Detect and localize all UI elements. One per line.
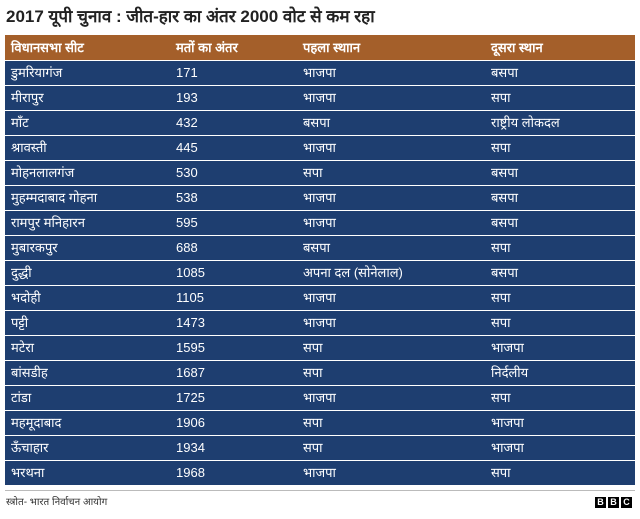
table-row: ऊँचाहार 1934 सपा भाजपा bbox=[5, 435, 635, 460]
table-row: भदोही 1105 भाजपा सपा bbox=[5, 285, 635, 310]
winner-cell: बसपा bbox=[303, 115, 330, 130]
runner-up-cell: बसपा bbox=[491, 215, 518, 230]
margin-cell: 1906 bbox=[176, 415, 205, 430]
margin-cell: 688 bbox=[176, 240, 198, 255]
runner-up-cell: सपा bbox=[491, 315, 511, 330]
runner-up-cell: सपा bbox=[491, 465, 511, 480]
runner-up-cell: सपा bbox=[491, 140, 511, 155]
table-row: मीरापुर 193 भाजपा सपा bbox=[5, 85, 635, 110]
winner-cell: भाजपा bbox=[303, 190, 336, 205]
constituency-cell: ऊँचाहार bbox=[11, 440, 49, 455]
margin-cell: 1725 bbox=[176, 390, 205, 405]
constituency-cell: डुमरियागंज bbox=[11, 65, 63, 80]
runner-up-cell: राष्ट्रीय लोकदल bbox=[491, 115, 560, 130]
constituency-cell: भदोही bbox=[11, 290, 41, 305]
bbc-logo-letter: C bbox=[621, 497, 632, 508]
margin-cell: 1595 bbox=[176, 340, 205, 355]
table-row: मटेरा 1595 सपा भाजपा bbox=[5, 335, 635, 360]
header-runner-up: दूसरा स्थान bbox=[491, 40, 543, 55]
constituency-cell: टांडा bbox=[11, 390, 32, 405]
table-body: डुमरियागंज 171 भाजपा बसपा मीरापुर 193 भाजपा सपा… bbox=[5, 60, 635, 485]
runner-up-cell: बसपा bbox=[491, 190, 518, 205]
table-row: मुबारकपुर 688 बसपा सपा bbox=[5, 235, 635, 260]
table-row: मुहम्मदाबाद गोहना 538 भाजपा बसपा bbox=[5, 185, 635, 210]
page-title: 2017 यूपी चुनाव : जीत-हार का अंतर 2000 व… bbox=[6, 7, 375, 26]
runner-up-cell: बसपा bbox=[491, 265, 518, 280]
margin-cell: 538 bbox=[176, 190, 198, 205]
table-row: मोहनलालगंज 530 सपा बसपा bbox=[5, 160, 635, 185]
runner-up-cell: सपा bbox=[491, 290, 511, 305]
runner-up-cell: भाजपा bbox=[491, 440, 524, 455]
constituency-cell: रामपुर मनिहारन bbox=[11, 215, 85, 230]
source-note: स्त्रोत- भारत निर्वाचन आयोग bbox=[6, 497, 108, 508]
bbc-logo-letter: B bbox=[595, 497, 606, 508]
margin-cell: 445 bbox=[176, 140, 198, 155]
margin-cell: 1968 bbox=[176, 465, 205, 480]
winner-cell: भाजपा bbox=[303, 90, 336, 105]
margin-cell: 432 bbox=[176, 115, 198, 130]
constituency-cell: पट्टी bbox=[11, 315, 29, 330]
constituency-cell: मीरापुर bbox=[11, 90, 44, 105]
table-header: विधानसभा सीट मतों का अंतर पहला स्थाान दूसरा… bbox=[5, 35, 635, 60]
winner-cell: भाजपा bbox=[303, 390, 336, 405]
table-row: पट्टी 1473 भाजपा सपा bbox=[5, 310, 635, 335]
margin-cell: 1085 bbox=[176, 265, 205, 280]
constituency-cell: मटेरा bbox=[11, 340, 35, 355]
table-row: श्रावस्ती 445 भाजपा सपा bbox=[5, 135, 635, 160]
constituency-cell: भरथना bbox=[11, 465, 45, 480]
margin-cell: 1687 bbox=[176, 365, 205, 380]
winner-cell: सपा bbox=[303, 365, 323, 380]
winner-cell: भाजपा bbox=[303, 215, 336, 230]
bbc-logo: B B C bbox=[595, 497, 632, 508]
runner-up-cell: सपा bbox=[491, 90, 511, 105]
table-row: माँट 432 बसपा राष्ट्रीय लोकदल bbox=[5, 110, 635, 135]
header-winner: पहला स्थाान bbox=[303, 40, 361, 55]
margin-cell: 530 bbox=[176, 165, 198, 180]
table-row: रामपुर मनिहारन 595 भाजपा बसपा bbox=[5, 210, 635, 235]
constituency-cell: महमूदाबाद bbox=[11, 415, 62, 430]
runner-up-cell: बसपा bbox=[491, 165, 518, 180]
winner-cell: भाजपा bbox=[303, 290, 336, 305]
constituency-cell: माँट bbox=[11, 115, 29, 130]
runner-up-cell: भाजपा bbox=[491, 415, 524, 430]
runner-up-cell: निर्दलीय bbox=[491, 365, 529, 380]
constituency-cell: श्रावस्ती bbox=[11, 140, 47, 155]
table-row: डुमरियागंज 171 भाजपा बसपा bbox=[5, 60, 635, 85]
runner-up-cell: बसपा bbox=[491, 65, 518, 80]
constituency-cell: मुहम्मदाबाद गोहना bbox=[11, 190, 98, 205]
winner-cell: भाजपा bbox=[303, 140, 336, 155]
header-constituency: विधानसभा सीट bbox=[11, 40, 84, 55]
winner-cell: भाजपा bbox=[303, 315, 336, 330]
constituency-cell: दुद्धी bbox=[11, 265, 32, 280]
winner-cell: बसपा bbox=[303, 240, 330, 255]
winner-cell: भाजपा bbox=[303, 65, 336, 80]
constituency-cell: बांसडीह bbox=[11, 365, 48, 380]
runner-up-cell: सपा bbox=[491, 240, 511, 255]
results-table: विधानसभा सीट मतों का अंतर पहला स्थाान दूसरा… bbox=[5, 35, 635, 485]
runner-up-cell: भाजपा bbox=[491, 340, 524, 355]
table-row: दुद्धी 1085 अपना दल (सोनेलाल) बसपा bbox=[5, 260, 635, 285]
margin-cell: 595 bbox=[176, 215, 198, 230]
winner-cell: भाजपा bbox=[303, 465, 336, 480]
winner-cell: सपा bbox=[303, 340, 323, 355]
margin-cell: 1473 bbox=[176, 315, 205, 330]
winner-cell: सपा bbox=[303, 415, 323, 430]
runner-up-cell: सपा bbox=[491, 390, 511, 405]
table-row: भरथना 1968 भाजपा सपा bbox=[5, 460, 635, 485]
winner-cell: अपना दल (सोनेलाल) bbox=[303, 265, 403, 280]
margin-cell: 171 bbox=[176, 65, 198, 80]
winner-cell: सपा bbox=[303, 440, 323, 455]
constituency-cell: मोहनलालगंज bbox=[11, 165, 75, 180]
table-row: महमूदाबाद 1906 सपा भाजपा bbox=[5, 410, 635, 435]
margin-cell: 1105 bbox=[176, 290, 204, 305]
bbc-logo-letter: B bbox=[608, 497, 619, 508]
table-row: बांसडीह 1687 सपा निर्दलीय bbox=[5, 360, 635, 385]
margin-cell: 193 bbox=[176, 90, 198, 105]
header-margin: मतों का अंतर bbox=[176, 40, 238, 55]
margin-cell: 1934 bbox=[176, 440, 205, 455]
winner-cell: सपा bbox=[303, 165, 323, 180]
footer-divider bbox=[5, 490, 635, 491]
constituency-cell: मुबारकपुर bbox=[11, 240, 58, 255]
table-row: टांडा 1725 भाजपा सपा bbox=[5, 385, 635, 410]
